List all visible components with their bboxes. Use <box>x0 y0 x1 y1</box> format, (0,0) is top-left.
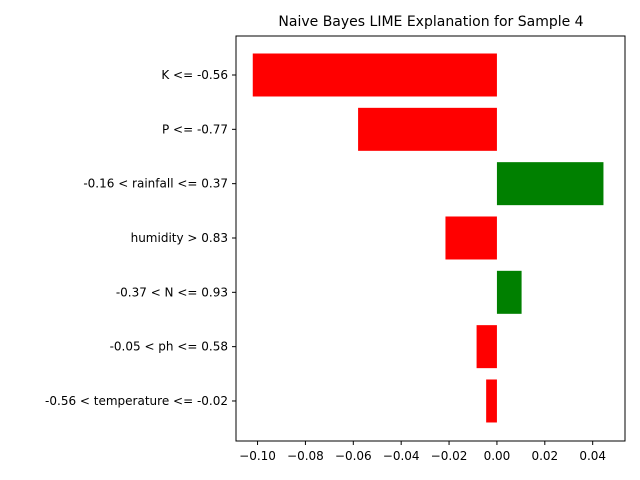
x-tick-label-6: 0.02 <box>531 449 558 463</box>
y-axis: K <= -0.56 P <= -0.77 -0.16 < rainfall <= … <box>45 68 236 408</box>
y-tick-label-5: -0.05 < ph <= 0.58 <box>110 340 228 354</box>
bar-4 <box>496 270 522 314</box>
bar-1 <box>358 107 497 151</box>
x-tick-label-2: −0.06 <box>335 449 372 463</box>
y-tick-label-3: humidity > 0.83 <box>131 231 228 245</box>
y-tick-label-6: -0.56 < temperature <= -0.02 <box>45 394 228 408</box>
bar-2 <box>496 162 604 206</box>
bar-6 <box>486 379 497 423</box>
x-tick-label-1: −0.08 <box>287 449 324 463</box>
plot-frame <box>235 35 626 442</box>
bar-3 <box>445 216 497 260</box>
x-axis: −0.10 −0.08 −0.06 −0.04 −0.02 0.00 0.02 0.04 <box>239 441 606 463</box>
x-tick-label-0: −0.10 <box>239 449 276 463</box>
bar-0 <box>252 53 497 97</box>
y-tick-label-0: K <= -0.56 <box>161 68 228 82</box>
y-tick-label-4: -0.37 < N <= 0.93 <box>116 285 228 299</box>
y-tick-label-1: P <= -0.77 <box>162 122 228 136</box>
bars-group <box>252 53 604 423</box>
x-tick-label-3: −0.04 <box>383 449 420 463</box>
y-tick-label-2: -0.16 < rainfall <= 0.37 <box>83 177 228 191</box>
x-tick-label-7: 0.04 <box>579 449 606 463</box>
x-tick-label-5: 0.00 <box>484 449 511 463</box>
bar-5 <box>476 325 497 369</box>
chart-title: Naive Bayes LIME Explanation for Sample … <box>278 14 583 30</box>
x-tick-label-4: −0.02 <box>431 449 468 463</box>
